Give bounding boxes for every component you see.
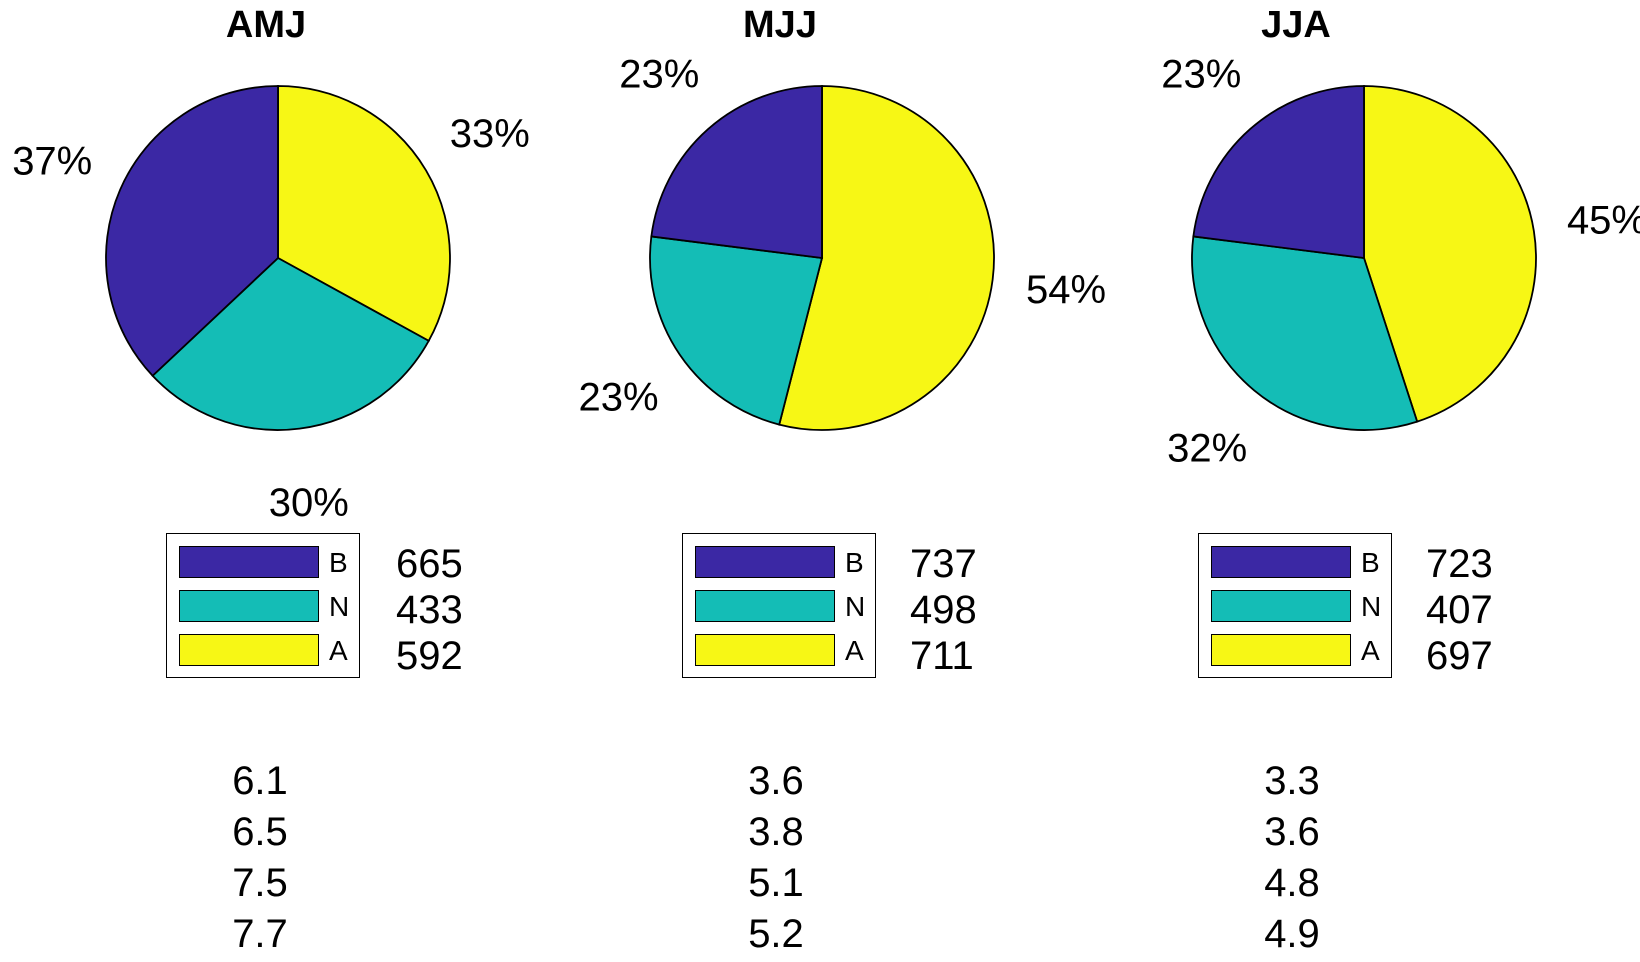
- pie-slice-b: [1192, 85, 1365, 260]
- panel-mjj: MJJ B N A 737 498 711 3.6 3.8 5.1 5.2: [524, 0, 1064, 962]
- pie-slice-n: [151, 256, 430, 431]
- panel-amj: AMJ B N A 665 433 592 6.1 6.5 7.5 7.7: [8, 0, 548, 962]
- stats-column: 3.3 3.6 4.8 4.9: [1192, 756, 1392, 960]
- slice-percent-label: 23%: [1161, 52, 1241, 96]
- slice-percent-label: 54%: [1026, 268, 1106, 312]
- legend-counts: 737 498 711: [910, 541, 977, 679]
- legend: B N A: [1198, 533, 1392, 678]
- stat-value: 5.1: [748, 861, 804, 905]
- stats-column: 6.1 6.5 7.5 7.7: [160, 756, 360, 960]
- legend-label: B: [1361, 547, 1380, 578]
- count-n: 407: [1426, 588, 1493, 632]
- legend-swatch-n: [1211, 590, 1351, 622]
- stat-value: 4.9: [1264, 912, 1320, 956]
- slice-percent-label: 23%: [619, 52, 699, 96]
- pie-slice-n: [649, 235, 824, 426]
- panel-jja: JJA B N A 723 407 697 3.3 3.6 4.8 4.9: [1040, 0, 1580, 962]
- legend-swatch-a: [1211, 634, 1351, 666]
- legend-label: A: [1361, 635, 1380, 666]
- pie-slice-a: [277, 85, 451, 343]
- stat-value: 4.8: [1264, 861, 1320, 905]
- stat-value: 3.3: [1264, 759, 1320, 803]
- legend: B N A: [682, 533, 876, 678]
- chart-title: AMJ: [225, 4, 307, 46]
- slice-percent-label: 30%: [269, 481, 349, 525]
- legend-swatch-a: [695, 634, 835, 666]
- slice-percent-label: 23%: [579, 375, 659, 419]
- stat-value: 7.5: [232, 861, 288, 905]
- chart-title: MJJ: [743, 4, 817, 46]
- pie-slice-a: [1363, 85, 1537, 423]
- chart-title: JJA: [1261, 4, 1331, 46]
- legend-swatch-b: [179, 546, 319, 578]
- count-n: 498: [910, 588, 977, 632]
- legend-label: N: [329, 591, 350, 622]
- stat-value: 7.7: [232, 912, 288, 956]
- stat-value: 3.6: [748, 759, 804, 803]
- legend-counts: 665 433 592: [396, 541, 463, 679]
- count-b: 723: [1426, 542, 1493, 586]
- legend: B N A: [166, 533, 360, 678]
- legend-label: N: [845, 591, 866, 622]
- count-a: 711: [910, 634, 974, 678]
- pie-slice-b: [650, 85, 823, 260]
- slice-percent-label: 45%: [1567, 199, 1640, 243]
- legend-label: B: [329, 547, 348, 578]
- legend-swatch-n: [695, 590, 835, 622]
- slice-percent-label: 32%: [1167, 427, 1247, 471]
- legend-label: A: [329, 635, 348, 666]
- legend-swatch-n: [179, 590, 319, 622]
- stat-value: 5.2: [748, 912, 804, 956]
- pie-slice-b: [105, 85, 279, 378]
- stat-value: 6.1: [232, 759, 288, 803]
- pie-slice-n: [1191, 235, 1419, 431]
- stat-value: 6.5: [232, 810, 288, 854]
- count-b: 737: [910, 542, 977, 586]
- slice-percent-label: 37%: [12, 139, 92, 183]
- count-n: 433: [396, 588, 463, 632]
- slice-percent-label: 33%: [450, 112, 530, 156]
- count-b: 665: [396, 542, 463, 586]
- stat-value: 3.6: [1264, 810, 1320, 854]
- legend-label: N: [1361, 591, 1382, 622]
- stats-column: 3.6 3.8 5.1 5.2: [676, 756, 876, 960]
- stat-value: 3.8: [748, 810, 804, 854]
- legend-label: B: [845, 547, 864, 578]
- legend-label: A: [845, 635, 864, 666]
- legend-counts: 723 407 697: [1426, 541, 1493, 679]
- count-a: 697: [1426, 634, 1493, 678]
- count-a: 592: [396, 634, 463, 678]
- legend-swatch-b: [1211, 546, 1351, 578]
- pie-slice-a: [778, 85, 995, 431]
- legend-swatch-a: [179, 634, 319, 666]
- legend-swatch-b: [695, 546, 835, 578]
